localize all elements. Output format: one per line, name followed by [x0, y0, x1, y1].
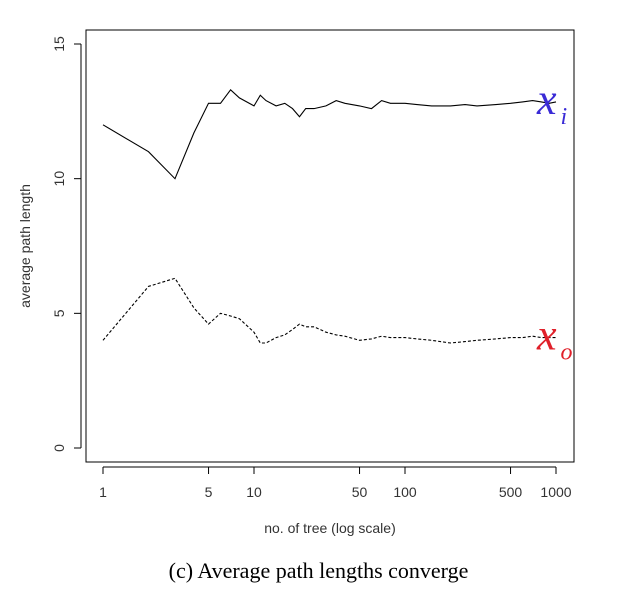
- series-label-main: x: [536, 75, 557, 124]
- plot-frame: [85, 29, 575, 463]
- x-tick-label: 1: [99, 484, 107, 500]
- x-tick-label: 500: [499, 484, 523, 500]
- series-line-x_i: [102, 88, 557, 180]
- y-axis-label: average path length: [17, 184, 33, 308]
- y-axis: 0 5 10 15: [51, 36, 82, 452]
- x-tick-label: 100: [393, 484, 417, 500]
- x-tick-label: 50: [352, 484, 368, 500]
- series-layer: [102, 88, 557, 344]
- y-tick-label: 10: [51, 171, 67, 187]
- x-tick-label: 5: [205, 484, 213, 500]
- series-line-x_o: [102, 277, 556, 344]
- figure-caption: (c) Average path lengths converge: [168, 558, 469, 583]
- y-tick-label: 5: [51, 309, 67, 317]
- series-labels: x ix o: [536, 75, 573, 366]
- series-label-main: x: [536, 311, 557, 360]
- x-axis: 1 5 10 50 100 500 1000: [99, 466, 572, 500]
- x-axis-label: no. of tree (log scale): [264, 520, 396, 536]
- y-tick-label: 0: [51, 444, 67, 452]
- y-tick-label: 15: [51, 36, 67, 52]
- series-label-sub: i: [561, 104, 568, 130]
- series-label-sub: o: [561, 340, 573, 366]
- x-tick-label: 1000: [540, 484, 571, 500]
- x-tick-label: 10: [246, 484, 262, 500]
